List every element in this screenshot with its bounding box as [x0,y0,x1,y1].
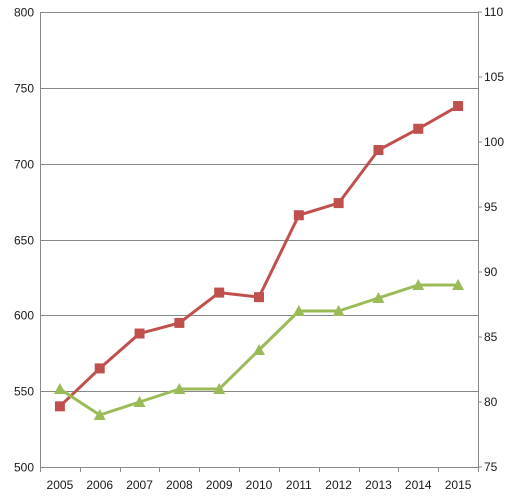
series-1-point [214,287,225,298]
series-2-point [53,383,66,394]
right-tick-label: 75 [484,460,498,474]
left-tick-label: 750 [14,82,34,96]
left-tick-label: 700 [14,158,34,172]
x-tick-label: 2007 [126,478,153,492]
right-axis-tick-labels: 75 80 85 90 95 100 105 110 [484,5,504,474]
series-2-point [173,383,186,394]
right-tick-label: 80 [484,395,498,409]
series-1-point [134,328,145,339]
x-axis-tick-labels: 2005 2006 2007 2008 2009 2010 2011 2012 2013 2014… [47,478,472,492]
series-2-point [412,279,425,290]
series-2-point [213,383,226,394]
series-2-point [292,305,305,316]
x-tick-label: 2012 [325,478,352,492]
series-1-point [254,292,264,303]
series-1-line [58,104,459,408]
right-tick-label: 90 [484,265,498,279]
series-2-point [452,279,465,290]
series-2-point [133,396,146,407]
x-tick-label: 2008 [166,478,193,492]
left-axis-tick-labels: 500 550 600 650 700 750 800 [14,6,34,475]
series-1-point [413,123,424,134]
x-tick-label: 2011 [286,478,312,492]
right-tick-label: 105 [484,70,504,84]
gridlines [40,12,478,468]
series-2-point [372,292,385,303]
x-tick-label: 2015 [445,478,472,492]
left-tick-label: 800 [14,6,34,20]
left-tick-label: 500 [14,461,34,475]
left-tick-label: 600 [14,309,34,323]
series-2-point [253,344,265,355]
series-2-point [93,409,106,420]
x-tick-label: 2005 [47,478,74,492]
series-2-point [332,305,345,316]
right-tick-label: 110 [484,5,503,19]
right-tick-label: 85 [484,330,498,344]
series-1-point [293,210,304,221]
x-tick-label: 2013 [365,478,392,492]
series-1-point [373,145,384,156]
series-1-point [174,317,185,328]
x-tick-label: 2010 [246,478,273,492]
x-tick-label: 2006 [86,478,113,492]
left-tick-label: 650 [14,234,34,248]
series-group [53,101,465,420]
axes [40,11,482,472]
right-tick-label: 95 [484,200,498,214]
left-tick-label: 550 [14,385,34,399]
x-tick-label: 2014 [405,478,432,492]
x-tick-label: 2009 [206,478,233,492]
series-1-point [54,401,65,412]
series-1-point [453,101,464,112]
series-1-point [94,363,105,374]
series-1-point [333,198,344,209]
right-tick-label: 100 [484,135,504,149]
